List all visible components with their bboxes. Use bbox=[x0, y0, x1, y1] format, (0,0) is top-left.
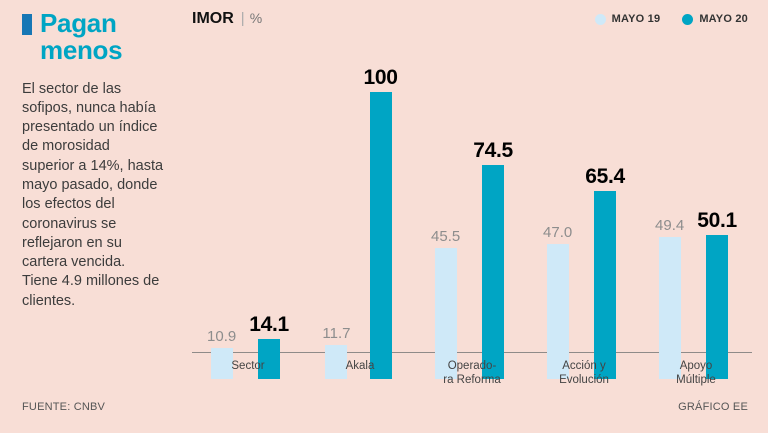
bar-mayo-20 bbox=[258, 338, 281, 379]
chart-title-divider: | bbox=[240, 10, 245, 27]
value-label-mayo-20: 65.4 bbox=[585, 165, 625, 189]
title-marker-icon bbox=[22, 14, 32, 35]
x-axis-category-label: Apoyo Múltiple bbox=[676, 360, 716, 387]
bar-mayo-19 bbox=[325, 345, 348, 379]
legend-swatch-icon bbox=[594, 13, 606, 25]
chart-unit: % bbox=[249, 10, 263, 26]
page-title: Pagan menos bbox=[40, 8, 123, 66]
description-text: El sector de las sofipos, nunca había pr… bbox=[22, 80, 164, 309]
value-label-mayo-20: 14.1 bbox=[249, 312, 289, 336]
bar-column: 47.0 bbox=[543, 224, 572, 379]
bar-group: 11.7 100 bbox=[304, 66, 416, 379]
bar-column: 45.5 bbox=[431, 228, 460, 379]
value-label-mayo-19: 45.5 bbox=[431, 228, 461, 246]
value-label-mayo-20: 100 bbox=[363, 66, 398, 89]
bar-mayo-20 bbox=[482, 165, 505, 379]
bar-group: 10.9 14.1 bbox=[192, 313, 304, 379]
chart-title-group: IMOR | % bbox=[192, 10, 262, 28]
bar-column: 100 bbox=[363, 66, 398, 379]
credit-label: GRÁFICO EE bbox=[678, 401, 748, 413]
legend-item-mayo-20: MAYO 20 bbox=[682, 13, 748, 25]
x-axis-category-label: Sector bbox=[231, 360, 265, 372]
bar-column: 49.4 bbox=[655, 217, 684, 379]
bar-group: 47.0 65.4 bbox=[528, 165, 640, 379]
bar-mayo-19 bbox=[546, 244, 569, 379]
title-row: Pagan menos bbox=[22, 8, 180, 66]
x-axis-category-label: Operado-ra Reforma bbox=[443, 360, 501, 387]
bar-mayo-20 bbox=[369, 92, 392, 379]
bar-chart: 10.9 14.1 11.7 100 45.5 74.5 47.0 65.4 49.4 50.1 bbox=[192, 66, 752, 379]
x-axis-category-label: Acción y Evolución bbox=[559, 360, 609, 387]
value-label-mayo-19: 11.7 bbox=[322, 325, 351, 343]
legend-swatch-icon bbox=[682, 13, 694, 25]
legend-item-mayo-19: MAYO 19 bbox=[594, 13, 661, 25]
bar-column: 11.7 bbox=[322, 325, 350, 379]
x-axis-labels: Sector Akala Operado-ra Reforma Acción y Evo… bbox=[192, 359, 752, 388]
bar-column: 50.1 bbox=[697, 209, 737, 379]
source-label: FUENTE: CNBV bbox=[22, 401, 106, 413]
x-axis-category-label: Akala bbox=[345, 360, 375, 372]
chart-panel: IMOR | % MAYO 19 MAYO 20 10.9 14.1 11.7 100 4… bbox=[180, 10, 752, 433]
value-label-mayo-19: 49.4 bbox=[655, 217, 685, 235]
legend-label: MAYO 19 bbox=[611, 13, 661, 25]
legend-label: MAYO 20 bbox=[699, 13, 748, 25]
value-label-mayo-20: 50.1 bbox=[697, 209, 737, 233]
value-label-mayo-19: 47.0 bbox=[543, 224, 573, 242]
bar-mayo-20 bbox=[706, 235, 729, 379]
bar-column: 14.1 bbox=[249, 313, 289, 379]
bar-group: 45.5 74.5 bbox=[416, 139, 528, 379]
bar-column: 74.5 bbox=[473, 139, 513, 379]
value-label-mayo-19: 10.9 bbox=[207, 327, 237, 345]
chart-title: IMOR bbox=[192, 10, 234, 27]
bar-column: 10.9 bbox=[207, 328, 236, 379]
bar-group: 49.4 50.1 bbox=[640, 209, 752, 379]
bar-mayo-19 bbox=[434, 248, 457, 379]
chart-header: IMOR | % MAYO 19 MAYO 20 bbox=[192, 10, 752, 32]
legend: MAYO 19 MAYO 20 bbox=[594, 10, 752, 25]
bar-column: 65.4 bbox=[585, 165, 625, 379]
bar-mayo-19 bbox=[658, 237, 681, 379]
value-label-mayo-20: 74.5 bbox=[473, 139, 513, 163]
bar-mayo-19 bbox=[210, 347, 233, 379]
sidebar: Pagan menos El sector de las sofipos, nu… bbox=[22, 8, 180, 433]
bar-mayo-20 bbox=[594, 191, 617, 379]
